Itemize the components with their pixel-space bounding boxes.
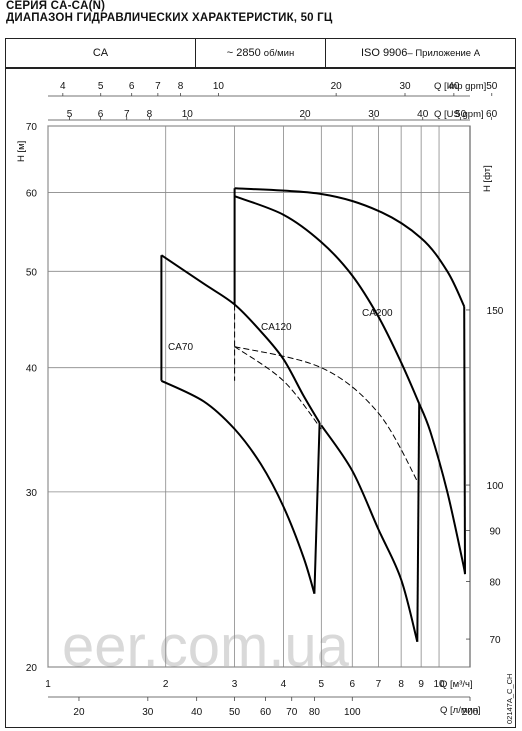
y2-axis-label: H [фт] xyxy=(482,165,493,192)
us-gpm-tick-label: 50 xyxy=(455,109,467,120)
y-tick-label: 20 xyxy=(26,663,38,674)
chart-title-line-2: ДИАПАЗОН ГИДРАВЛИЧЕСКИХ ХАРАКТЕРИСТИК, 5… xyxy=(6,12,333,24)
us-gpm-tick-label: 30 xyxy=(368,109,380,120)
lpm-tick-label: 60 xyxy=(260,707,272,718)
us-gpm-tick-label: 8 xyxy=(147,109,153,120)
imp-gpm-tick-label: 8 xyxy=(178,81,184,92)
ft-tick-label: 80 xyxy=(489,577,501,588)
ca120-right-boundary xyxy=(416,403,421,642)
us-gpm-tick-label: 5 xyxy=(67,109,73,120)
imp-gpm-tick-label: 5 xyxy=(98,81,104,92)
ca120-reference-curve xyxy=(234,346,420,486)
ca200-series-label: CA200 xyxy=(362,308,393,319)
watermark-text: eer.com.ua xyxy=(62,614,350,679)
lpm-tick-label: 20 xyxy=(73,707,85,718)
x-tick-label: 5 xyxy=(319,679,325,690)
ft-tick-label: 100 xyxy=(487,481,504,492)
y-tick-label: 50 xyxy=(26,267,38,278)
drawing-code: 02147A_C_CH xyxy=(505,674,514,724)
imp-gpm-tick-label: 40 xyxy=(448,81,460,92)
y-axis-label: H [м] xyxy=(16,141,27,162)
lpm-axis-label: Q [л/мин] xyxy=(440,705,481,716)
us-gpm-tick-label: 40 xyxy=(417,109,429,120)
us-gpm-tick-label: 60 xyxy=(486,109,498,120)
chart-title-line-1: СЕРИЯ CA-CA(N) xyxy=(6,0,106,12)
x-axis-label: Q [м³/ч] xyxy=(440,679,473,690)
x-tick-label: 6 xyxy=(350,679,356,690)
imp-gpm-tick-label: 50 xyxy=(486,81,498,92)
y-tick-label: 40 xyxy=(26,364,38,375)
us-gpm-tick-label: 7 xyxy=(124,109,130,120)
x-tick-label: 10 xyxy=(433,679,445,690)
chart-frame xyxy=(5,68,516,728)
y-tick-label: 30 xyxy=(26,488,38,499)
ca70-min-curve xyxy=(160,379,316,594)
us-gpm-axis-label: Q [US gpm] xyxy=(434,109,484,120)
ft-tick-label: 90 xyxy=(489,527,501,538)
x-tick-label: 1 xyxy=(45,679,51,690)
x-tick-label: 4 xyxy=(281,679,287,690)
ft-tick-label: 70 xyxy=(489,635,501,646)
imp-gpm-tick-label: 6 xyxy=(129,81,135,92)
lpm-tick-label: 70 xyxy=(286,707,298,718)
lpm-tick-label: 40 xyxy=(191,707,203,718)
series-cell: CA xyxy=(6,39,196,67)
y-tick-label: 70 xyxy=(26,122,38,133)
lpm-tick-label: 200 xyxy=(462,707,479,718)
ca200-min-curve xyxy=(418,403,466,575)
imp-gpm-tick-label: 4 xyxy=(60,81,66,92)
speed-value: ~ 2850 xyxy=(226,47,261,59)
lpm-tick-label: 50 xyxy=(229,707,241,718)
ca200-max-curve xyxy=(234,187,466,307)
x-tick-label: 2 xyxy=(163,679,169,690)
x-tick-label: 9 xyxy=(418,679,424,690)
imp-gpm-axis-label: Q [Imp gpm] xyxy=(434,81,486,92)
speed-unit: об/мин xyxy=(263,47,295,59)
imp-gpm-tick-label: 20 xyxy=(331,81,343,92)
x-tick-label: 7 xyxy=(376,679,382,690)
ca70-right-boundary xyxy=(313,422,321,594)
ca70-max-curve xyxy=(160,254,321,424)
ca120-min-curve xyxy=(320,424,419,643)
ca70-reference-curve xyxy=(234,346,322,430)
lpm-tick-label: 80 xyxy=(309,707,321,718)
ft-tick-label: 150 xyxy=(487,306,504,317)
x-tick-label: 8 xyxy=(398,679,404,690)
imp-gpm-tick-label: 10 xyxy=(213,81,225,92)
lpm-tick-label: 30 xyxy=(142,707,154,718)
imp-gpm-tick-label: 7 xyxy=(155,81,161,92)
us-gpm-tick-label: 20 xyxy=(299,109,311,120)
ca120-series-label: CA120 xyxy=(261,322,292,333)
standard-note: – Приложение A xyxy=(407,47,481,59)
ca120-max-curve xyxy=(234,195,421,405)
imp-gpm-tick-label: 30 xyxy=(399,81,411,92)
us-gpm-tick-label: 10 xyxy=(182,109,194,120)
ca200-right-boundary xyxy=(463,306,466,575)
lpm-tick-label: 100 xyxy=(344,707,361,718)
x-tick-label: 3 xyxy=(232,679,238,690)
y-tick-label: 60 xyxy=(26,189,38,200)
standard-cell: ISO 9906 – Приложение A xyxy=(326,39,515,67)
us-gpm-tick-label: 6 xyxy=(98,109,104,120)
standard-label: ISO 9906 xyxy=(360,47,408,59)
plot-area xyxy=(47,125,471,668)
header-table: CA ~ 2850 об/мин ISO 9906 – Приложение A xyxy=(5,38,516,68)
speed-cell: ~ 2850 об/мин xyxy=(196,39,326,67)
ca70-series-label: CA70 xyxy=(168,342,193,353)
